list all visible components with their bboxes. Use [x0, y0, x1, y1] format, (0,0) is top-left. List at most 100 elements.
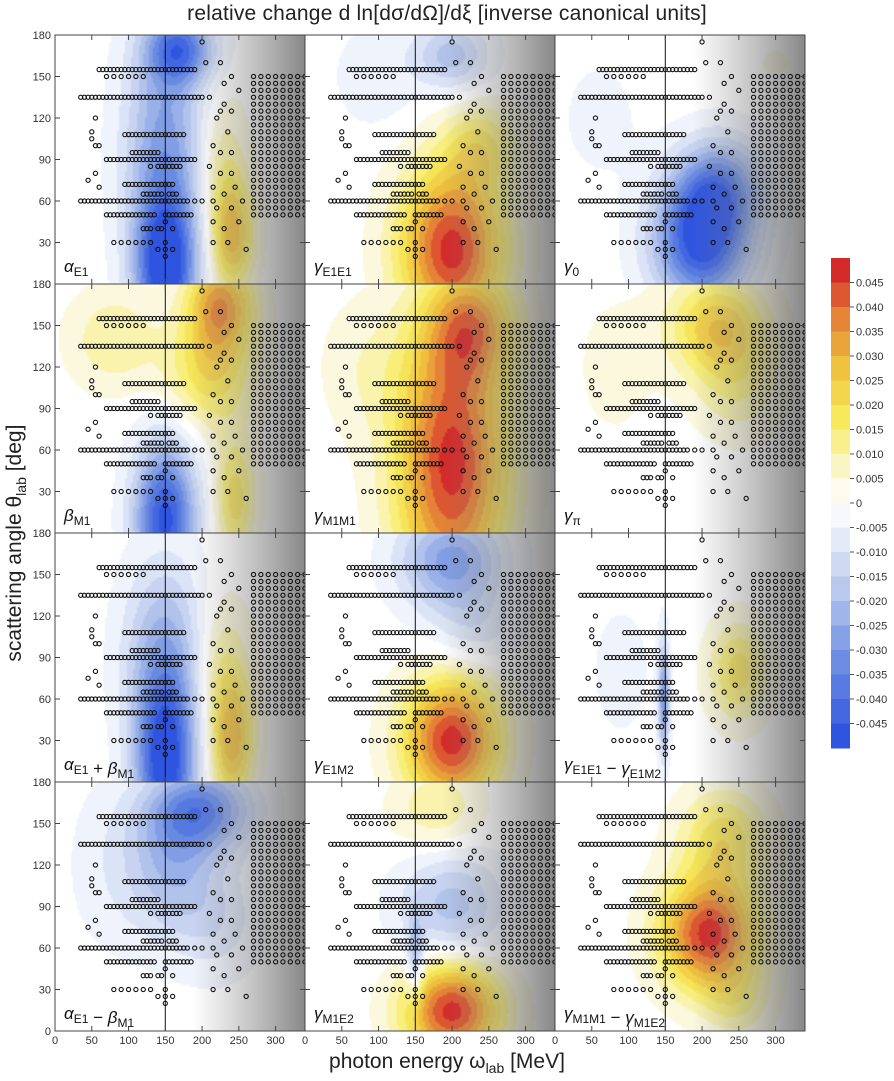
data-point	[692, 696, 698, 702]
data-point	[214, 205, 220, 211]
data-point	[199, 343, 205, 349]
data-point	[750, 710, 757, 716]
data-point	[346, 641, 352, 647]
data-point	[522, 177, 529, 183]
data-point	[772, 143, 779, 149]
data-point	[710, 737, 716, 744]
data-point	[258, 855, 264, 861]
data-point	[765, 696, 771, 702]
y-tick-label: 30	[39, 238, 51, 250]
data-point	[530, 412, 536, 419]
data-point	[669, 495, 676, 502]
data-point	[294, 108, 301, 114]
data-point	[794, 661, 801, 668]
data-point	[272, 862, 279, 868]
data-point	[787, 198, 793, 204]
data-point	[780, 329, 786, 336]
data-point	[258, 433, 264, 439]
data-point	[423, 938, 429, 944]
data-point	[688, 212, 694, 218]
data-point	[199, 94, 205, 100]
data-point	[272, 205, 279, 211]
data-point	[471, 578, 477, 585]
data-point	[633, 322, 639, 329]
data-point	[750, 184, 757, 190]
data-point	[467, 309, 474, 315]
data-point	[221, 578, 227, 585]
data-point	[419, 181, 426, 188]
data-point	[206, 163, 213, 170]
data-point	[728, 108, 735, 114]
data-point	[225, 737, 231, 744]
data-point	[500, 80, 507, 87]
data-point	[272, 405, 279, 412]
data-point	[294, 385, 301, 391]
data-point	[250, 322, 257, 329]
data-point	[294, 184, 301, 190]
data-point	[478, 170, 485, 176]
data-point	[217, 60, 224, 66]
data-point	[544, 115, 551, 121]
data-point	[147, 488, 154, 495]
data-point	[438, 212, 444, 218]
data-point	[794, 461, 801, 467]
data-point	[530, 212, 536, 218]
data-point	[169, 928, 176, 935]
data-point	[787, 405, 793, 412]
data-point	[280, 834, 286, 840]
fade-overlay	[555, 35, 805, 284]
data-point	[280, 143, 286, 149]
panel-label: βM1	[63, 506, 91, 528]
data-points	[578, 39, 805, 259]
data-point	[794, 454, 801, 460]
data-point	[250, 198, 257, 204]
data-point	[508, 703, 514, 709]
data-point	[765, 606, 771, 612]
data-point	[250, 405, 257, 412]
data-point	[210, 986, 216, 993]
data-point	[780, 654, 786, 661]
data-point	[544, 433, 551, 439]
data-point	[265, 419, 271, 425]
data-point	[765, 170, 771, 176]
data-point	[750, 198, 757, 204]
data-point	[140, 488, 146, 495]
data-point	[508, 184, 514, 190]
data-point	[192, 405, 198, 412]
data-point	[412, 986, 418, 993]
data-point	[475, 378, 481, 384]
panel: γM1M1	[304, 283, 556, 534]
data-point	[515, 149, 521, 156]
data-point	[500, 654, 507, 661]
data-point	[287, 212, 293, 218]
data-points	[78, 288, 305, 508]
data-point	[287, 108, 293, 114]
data-point	[530, 703, 536, 709]
data-point	[280, 896, 286, 903]
data-point	[280, 827, 286, 834]
data-point	[544, 378, 551, 384]
data-point	[258, 869, 264, 875]
data-point	[544, 682, 551, 688]
data-point	[221, 599, 227, 605]
data-point	[647, 737, 654, 744]
data-point	[787, 433, 793, 439]
x-tick-label: 100	[119, 1035, 137, 1047]
data-point	[765, 433, 771, 439]
data-point	[265, 710, 271, 716]
data-point	[787, 191, 793, 197]
data-point	[500, 710, 507, 716]
data-point	[544, 585, 551, 591]
data-point	[750, 122, 757, 128]
data-point	[750, 80, 757, 87]
data-point	[765, 675, 771, 681]
data-point	[228, 571, 235, 578]
data-point	[544, 447, 551, 453]
data-point	[419, 430, 426, 437]
data-point	[258, 378, 264, 384]
data-point	[544, 654, 551, 661]
data-point	[489, 945, 496, 951]
data-point	[508, 952, 514, 958]
data-point	[522, 101, 529, 107]
data-point	[342, 115, 349, 121]
